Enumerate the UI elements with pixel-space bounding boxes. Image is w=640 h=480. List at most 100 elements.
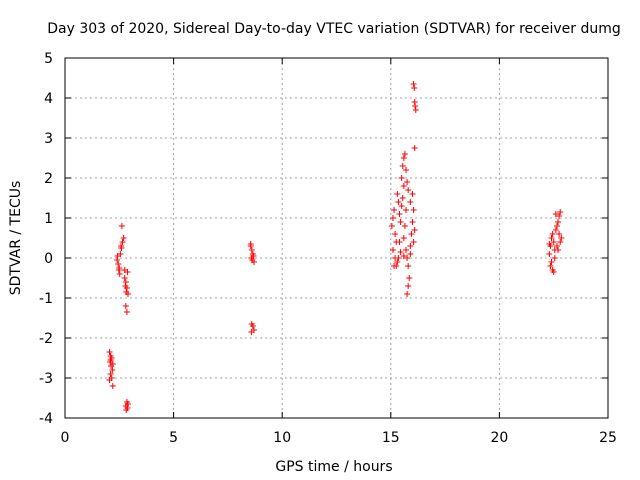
data-point [394,259,401,265]
y-tick-label: 0 [44,251,53,267]
x-tick-label: 20 [490,430,508,446]
y-axis-label: SDTVAR / TECUs [8,181,24,296]
data-point [109,383,116,389]
grid [65,58,608,418]
data-point [115,267,122,273]
data-point [396,211,403,217]
data-point [406,275,413,281]
data-point [398,175,405,181]
y-tick-label: 4 [44,91,53,107]
y-tick-label: 5 [44,51,53,67]
y-tick-label: -4 [39,411,53,427]
data-point [397,249,404,255]
y-tick-label: -3 [39,371,53,387]
data-point [556,231,563,237]
data-point [403,167,410,173]
data-point [388,223,395,229]
data-point [400,253,407,259]
data-point [410,81,417,87]
data-point [557,239,564,245]
data-point [118,223,125,229]
data-point [555,247,562,253]
data-point [107,371,114,377]
data-point [404,291,411,297]
data-point [407,243,414,249]
data-point [411,227,418,233]
data-point [412,107,419,113]
data-point [123,407,130,413]
data-point [405,283,412,289]
data-point [117,251,124,257]
data-point [548,259,555,265]
data-point [558,235,565,241]
data-point [547,263,554,269]
data-point [106,349,113,355]
data-point [410,207,417,213]
data-point [122,303,129,309]
data-point [407,251,414,257]
y-tick-label: 1 [44,211,53,227]
data-point [411,85,418,91]
data-point [389,215,396,221]
data-point [250,259,257,265]
data-point [248,247,255,253]
data-point [392,231,399,237]
x-tick-label: 0 [61,430,70,446]
plot-frame [64,57,609,419]
data-point [552,211,559,217]
data-point [405,263,412,269]
data-point [394,191,401,197]
data-point [400,235,407,241]
data-point [409,191,416,197]
x-tick-label: 25 [599,430,617,446]
x-tick-label: 10 [273,430,291,446]
data-point [123,309,130,315]
data-point [404,255,411,261]
data-point [407,199,414,205]
data-point [556,213,563,219]
data-point [118,243,125,249]
data-point [401,223,408,229]
data-point [247,241,254,247]
x-axis-label: GPS time / hours [275,459,392,475]
data-point [412,103,419,109]
data-point [396,239,403,245]
data-point [119,239,126,245]
y-tick-label: 2 [44,171,53,187]
data-point [389,247,396,253]
data-point [553,243,560,249]
data-point [546,251,553,257]
data-point [553,223,560,229]
data-point [124,269,131,275]
data-point [249,323,256,329]
data-point [395,199,402,205]
data-point [106,377,113,383]
data-point [115,261,122,267]
y-tick-label: 3 [44,131,53,147]
data-point [393,263,400,269]
data-point [121,275,128,281]
x-tick-label: 15 [382,430,400,446]
data-point [397,219,404,225]
data-point [391,207,398,213]
data-point [408,231,415,237]
data-point [546,241,553,247]
data-point [116,271,123,277]
data-point [550,239,557,245]
data-point [550,269,557,275]
chart-title: Day 303 of 2020, Sidereal Day-to-day VTE… [47,21,621,37]
data-point [400,155,407,161]
data-point [107,357,114,363]
data-point [398,203,405,209]
data-point [400,183,407,189]
data-point [404,179,411,185]
data-point [109,361,116,367]
data-point [120,235,127,241]
data-point [124,291,131,297]
data-point [410,239,417,245]
data-point [123,285,130,291]
data-point [401,151,408,157]
data-point [552,227,559,233]
data-point [248,329,255,335]
data-point [555,219,562,225]
